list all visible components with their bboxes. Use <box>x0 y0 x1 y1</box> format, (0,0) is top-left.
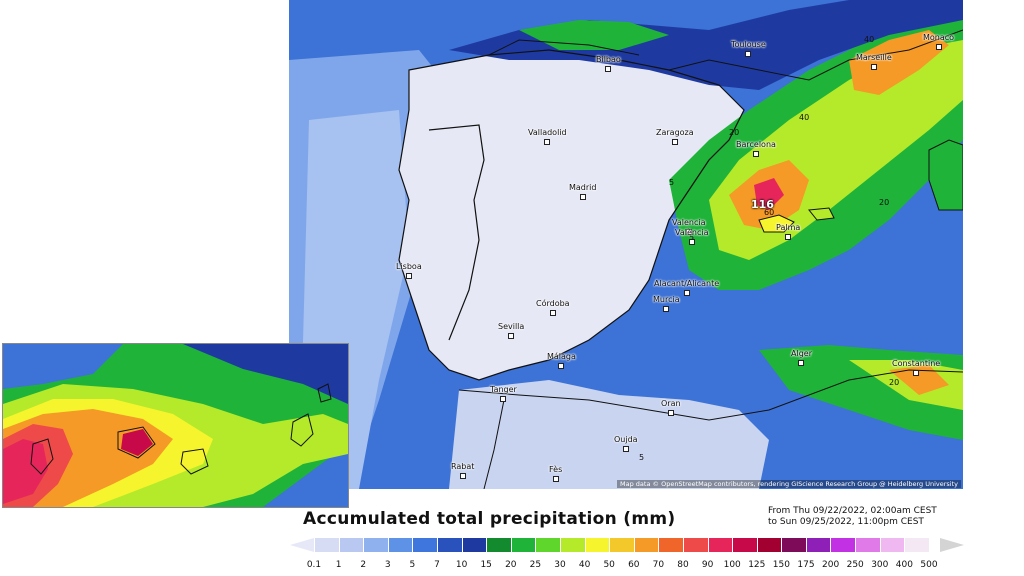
city-label: Alger <box>791 349 812 358</box>
legend-color-box <box>830 538 856 552</box>
city-label: Málaga <box>547 352 576 361</box>
city-label: Alacant/Alicante <box>654 279 720 288</box>
legend-tick-label: 150 <box>772 560 790 570</box>
legend-tick-label: 175 <box>797 560 815 570</box>
legend-tick-label: 400 <box>895 560 913 570</box>
legend-color-box <box>412 538 437 552</box>
city-label: Sevilla <box>498 322 525 331</box>
legend-color-box <box>510 538 536 552</box>
legend-color-box <box>387 538 413 552</box>
legend-high-arrow <box>940 538 964 552</box>
legend-tick-label: 90 <box>701 560 714 570</box>
legend-color-box <box>609 538 634 552</box>
time-period: From Thu 09/22/2022, 02:00am CEST to Sun… <box>768 506 937 528</box>
legend-color-box <box>535 538 560 552</box>
legend-tick-label: 20 <box>505 560 517 570</box>
legend-color-box <box>363 538 388 552</box>
legend-color-box <box>707 538 733 552</box>
legend-tick-label: 3 <box>384 560 391 570</box>
city-label: Madrid <box>569 183 597 192</box>
city-label: València <box>675 228 709 237</box>
contour-label: 40 <box>864 35 874 44</box>
legend-color-box <box>338 538 364 552</box>
legend-tick-label: 100 <box>723 560 741 570</box>
legend-tick-label: 500 <box>920 560 938 570</box>
city-label: Valladolid <box>528 128 567 137</box>
city-label: Fès <box>549 465 563 474</box>
legend-color-box <box>658 538 683 552</box>
legend-color-box <box>436 538 462 552</box>
color-legend: 0.1 1 2 3 5 7 10 15 20 25 30 40 50 60 70 80 90 100 125 150 1… <box>290 538 964 576</box>
legend-color-box <box>732 538 757 552</box>
map-canvas: 5 20 40 60 5 20 40 20 5 <box>289 0 963 489</box>
contour-label: 5 <box>689 233 694 242</box>
contour-label: 20 <box>889 378 899 387</box>
legend-tick-label: 2 <box>360 560 367 570</box>
city-label: Constantine <box>892 359 941 368</box>
city-label: Lisboa <box>396 262 422 271</box>
city-label: Tanger <box>490 385 517 394</box>
contour-label: 5 <box>639 453 644 462</box>
legend-color-box <box>781 538 806 552</box>
inset-map-canary-islands[interactable] <box>2 343 349 508</box>
legend-tick-label: 1 <box>335 560 342 570</box>
legend-tick-label: 40 <box>578 560 591 570</box>
legend-tick-label: 7 <box>434 560 440 570</box>
legend-color-bar <box>314 538 929 552</box>
chart-title: Accumulated total precipitation (mm) <box>303 509 676 529</box>
legend-color-box <box>461 538 487 552</box>
legend-tick-label: 300 <box>871 560 889 570</box>
legend-low-arrow <box>290 538 314 552</box>
period-to: to Sun 09/25/2022, 11:00pm CEST <box>768 517 924 527</box>
contour-label: 20 <box>879 198 889 207</box>
contour-label: 40 <box>799 113 809 122</box>
legend-tick-label: 0.1 <box>306 560 322 570</box>
city-label: Barcelona <box>736 140 776 149</box>
legend-tick-label: 15 <box>480 560 492 570</box>
max-value-label: 116 <box>751 198 774 211</box>
legend-color-box <box>879 538 905 552</box>
city-label: Oujda <box>614 435 638 444</box>
legend-tick-label: 50 <box>603 560 615 570</box>
legend-tick-label: 80 <box>677 560 689 570</box>
city-label: Bilbao <box>596 55 621 64</box>
legend-tick-label: 125 <box>748 560 766 570</box>
legend-tick-label: 250 <box>846 560 864 570</box>
city-label: Zaragoza <box>656 128 694 137</box>
contour-label: 20 <box>729 128 739 137</box>
legend-tick-label: 30 <box>554 560 566 570</box>
legend-color-box <box>682 538 708 552</box>
precipitation-map[interactable]: 5 20 40 60 5 20 40 20 5 Toulouse Monaco … <box>289 0 963 489</box>
legend-color-box <box>314 538 339 552</box>
city-label: Córdoba <box>536 299 570 308</box>
legend-color-box <box>559 538 585 552</box>
legend-color-box <box>805 538 831 552</box>
city-label: Rabat <box>451 462 475 471</box>
legend-tick-label: 5 <box>409 560 416 570</box>
inset-canvas <box>3 344 348 507</box>
contour-label: 5 <box>669 178 674 187</box>
legend-tick-label: 60 <box>628 560 640 570</box>
city-label: Palma <box>776 223 801 232</box>
legend-tick-label: 70 <box>652 560 665 570</box>
period-from: From Thu 09/22/2022, 02:00am CEST <box>768 506 937 516</box>
legend-color-box <box>756 538 782 552</box>
city-label: Toulouse <box>731 40 766 49</box>
city-label: Oran <box>661 399 681 408</box>
legend-tick-labels: 0.1 1 2 3 5 7 10 15 20 25 30 40 50 60 70 80 90 100 125 150 1… <box>290 560 964 574</box>
legend-color-box <box>633 538 659 552</box>
map-attribution: Map data © OpenStreetMap contributors, r… <box>617 480 961 488</box>
legend-tick-label: 200 <box>822 560 840 570</box>
legend-tick-label: 10 <box>455 560 468 570</box>
city-label: Monaco <box>923 33 955 42</box>
legend-color-box <box>486 538 511 552</box>
city-label: Marseille <box>856 53 892 62</box>
legend-tick-label: 25 <box>529 560 542 570</box>
contour-label: 60 <box>764 208 774 217</box>
city-label: Murcia <box>653 295 680 304</box>
legend-color-box <box>904 538 929 552</box>
legend-color-box <box>855 538 880 552</box>
legend-color-box <box>584 538 610 552</box>
city-label: Valencia <box>672 218 706 227</box>
